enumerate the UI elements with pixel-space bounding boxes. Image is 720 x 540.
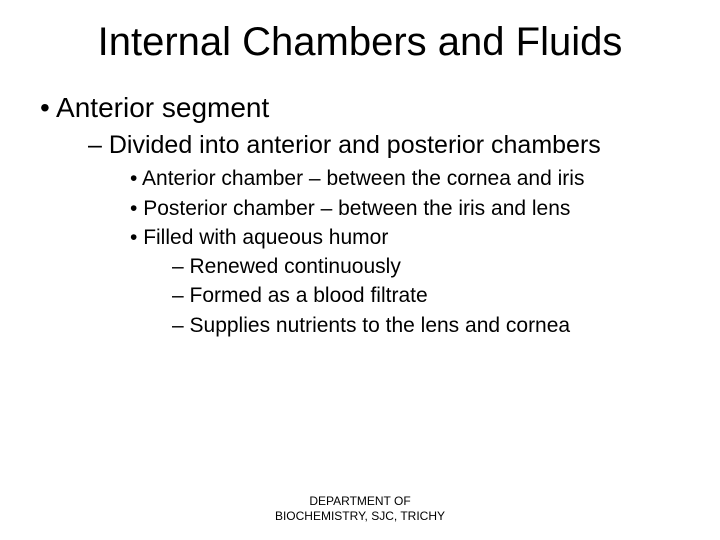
- bullet-l3-c-text: Filled with aqueous humor: [143, 226, 388, 249]
- bullet-l4-b-text: Formed as a blood filtrate: [190, 284, 428, 307]
- bullet-l3-b-text: Posterior chamber – between the iris and…: [143, 197, 570, 220]
- bullet-l4-b: Formed as a blood filtrate: [172, 282, 680, 309]
- slide-footer: DEPARTMENT OF BIOCHEMISTRY, SJC, TRICHY: [0, 494, 720, 524]
- footer-line-2: BIOCHEMISTRY, SJC, TRICHY: [0, 509, 720, 524]
- bullet-l1: Anterior segment: [40, 92, 680, 124]
- bullet-l4-c-text: Supplies nutrients to the lens and corne…: [190, 314, 571, 337]
- bullet-l3-a-text: Anterior chamber – between the cornea an…: [142, 167, 584, 190]
- bullet-l3-b: Posterior chamber – between the iris and…: [130, 195, 680, 222]
- bullet-l4-c: Supplies nutrients to the lens and corne…: [172, 312, 680, 339]
- bullet-l4-a-text: Renewed continuously: [190, 255, 401, 278]
- footer-line-1: DEPARTMENT OF: [0, 494, 720, 509]
- bullet-l3-c: Filled with aqueous humor: [130, 224, 680, 251]
- bullet-l1-text: Anterior segment: [56, 92, 269, 123]
- slide-container: Internal Chambers and Fluids Anterior se…: [0, 0, 720, 540]
- bullet-l2-text: Divided into anterior and posterior cham…: [109, 131, 601, 159]
- slide-title: Internal Chambers and Fluids: [40, 20, 680, 64]
- bullet-l4-a: Renewed continuously: [172, 253, 680, 280]
- bullet-l2: Divided into anterior and posterior cham…: [88, 130, 680, 161]
- bullet-l3-a: Anterior chamber – between the cornea an…: [130, 165, 680, 192]
